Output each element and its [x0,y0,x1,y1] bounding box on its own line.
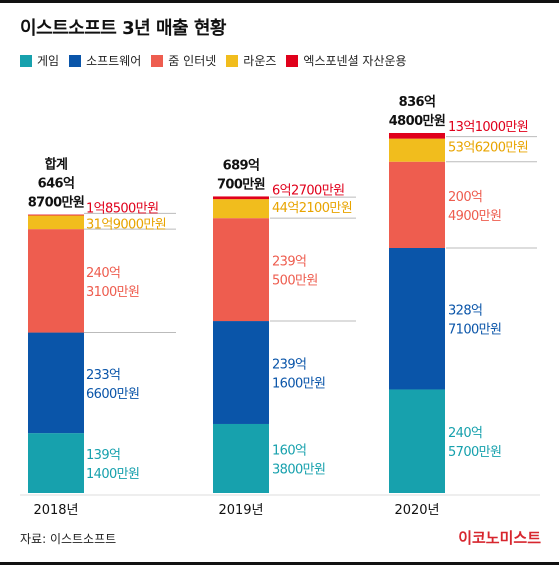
bar-game-3 [389,389,445,493]
legend-swatch-exponential [286,54,299,67]
bar-software-1 [28,332,84,434]
label-software-1-line-1: 233억 [86,368,120,383]
legend-label-game: 게임 [37,54,60,68]
total-label-3-line-1: 836억 [399,95,436,110]
label-software-3-line-2: 7100만원 [448,323,501,338]
label-exponential-2: 6억2700만원 [272,183,344,198]
bar-zum-2 [213,218,269,322]
legend-label-software: 소프트웨어 [86,54,142,68]
label-exponential-1: 1억8500만원 [86,202,158,217]
label-game-2-line-2: 3800만원 [272,462,325,477]
year-label-2: 2019년 [218,503,263,518]
label-software-1-line-2: 6600만원 [86,387,139,402]
bar-software-3 [389,247,445,390]
brand-logo: 이코노미스트 [458,529,541,547]
bar-rounds-3 [389,138,445,162]
legend-swatch-software [69,54,82,67]
label-game-1-line-1: 139억 [86,448,120,463]
label-game-3-line-2: 5700만원 [448,445,501,460]
bar-exponential-3 [389,132,445,139]
legend-item-game: 게임 [20,52,59,69]
label-game-2-line-1: 160억 [272,443,306,458]
year-label-3: 2020년 [394,503,439,518]
source-note: 자료: 이스트소프트 [20,532,117,546]
bar-rounds-1 [28,215,84,230]
legend-item-zum: 줌 인터넷 [151,52,216,69]
label-zum-3-line-2: 4900만원 [448,209,501,224]
label-zum-3-line-1: 200억 [448,190,482,205]
total-label-3-line-2: 4800만원 [389,113,446,129]
bar-exponential-2 [213,196,269,200]
top-rule [0,0,559,3]
bar-game-1 [28,433,84,493]
label-software-3-line-1: 328억 [448,304,482,319]
bar-game-2 [213,423,269,493]
legend-swatch-game [20,54,32,67]
legend-label-exponential: 엑스포넨셜 자산운용 [303,54,407,68]
legend-swatch-zum [151,54,164,67]
bar-zum-1 [28,229,84,333]
total-label-2-line-2: 700만원 [217,176,265,192]
label-software-2-line-2: 1600만원 [272,377,325,392]
label-zum-1-line-2: 3100만원 [86,285,139,300]
label-rounds-1: 31억9000만원 [86,217,166,232]
total-label-2-line-1: 689억 [223,158,260,173]
legend-swatch-rounds [226,54,239,67]
bar-rounds-2 [213,199,269,219]
bottom-rule [0,562,559,565]
total-label-1-line-2: 646억 [38,177,75,192]
legend-label-rounds: 라운즈 [243,54,277,68]
label-software-2-line-1: 239억 [272,358,306,373]
label-rounds-2: 44억2100만원 [272,201,352,216]
legend-item-rounds: 라운즈 [226,52,276,69]
label-game-3-line-1: 240억 [448,426,482,441]
legend-item-exponential: 엑스포넨셜 자산운용 [286,52,407,69]
label-zum-1-line-1: 240억 [86,266,120,281]
chart-title: 이스트소프트 3년 매출 현황 [20,18,226,39]
label-rounds-3: 53억6200만원 [448,141,528,156]
year-label-1: 2018년 [33,503,78,518]
total-label-1-line-1: 합계 [45,157,68,173]
bar-zum-3 [389,161,445,248]
label-game-1-line-2: 1400만원 [86,467,139,482]
label-zum-2-line-2: 500만원 [272,274,318,289]
bar-software-2 [213,321,269,424]
legend-label-zum: 줌 인터넷 [168,54,217,68]
bar-exponential-1 [28,214,84,216]
total-label-1-line-3: 8700만원 [28,195,85,211]
label-zum-2-line-1: 239억 [272,255,306,270]
legend-item-software: 소프트웨어 [69,52,141,69]
legend: 게임 소프트웨어 줌 인터넷 라운즈 엑스포넨셜 자산운용 [20,52,407,69]
label-exponential-3: 13억1000만원 [448,120,528,135]
